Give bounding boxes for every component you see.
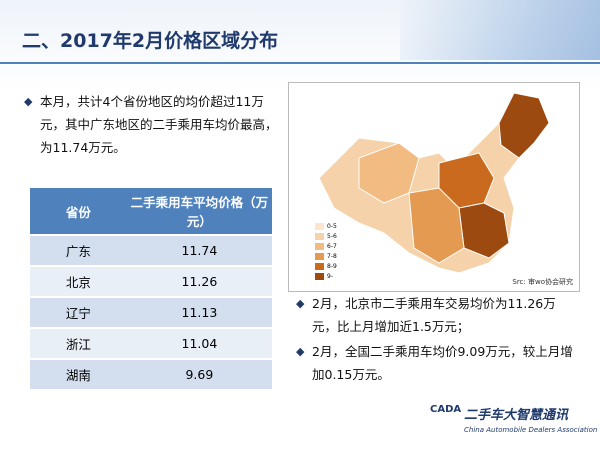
table-cell: 11.74 <box>126 234 272 266</box>
map-drawing <box>318 92 550 274</box>
title-rule <box>0 62 600 64</box>
price-table: 省份 二手乘用车平均价格（万元） 广东 11.74 北京 11.26 辽宁 11.13 浙江 1… <box>30 188 272 389</box>
intro-text: 本月，共计4个省份地区的均价超过11万元，其中广东地区的二手乘用车均价最高，为1… <box>24 90 280 159</box>
title: 二、2017年2月价格区域分布 <box>22 30 279 52</box>
legend-label: 6-7 <box>327 243 337 250</box>
table-cell: 浙江 <box>30 327 127 359</box>
legend-swatch <box>315 223 324 230</box>
table-header: 二手乘用车平均价格（万元） <box>126 188 272 235</box>
legend-swatch <box>315 273 324 280</box>
legend-swatch <box>315 233 324 240</box>
legend-label: 9- <box>327 273 333 280</box>
legend-label: 0-5 <box>327 223 337 230</box>
map: Src: 审wo协会研究 0-5 5-6 6-7 7-8 8-9 9- <box>288 82 580 292</box>
table-row: 浙江 11.04 <box>30 327 272 359</box>
logo-english: China Automobile Dealers Association <box>464 426 598 434</box>
note: 2月，全国二手乘用车均价9.09万元，较上月增加0.15万元。 <box>296 340 574 386</box>
table-cell: 11.04 <box>126 327 272 359</box>
table-header: 省份 <box>30 188 127 235</box>
legend-swatch <box>315 243 324 250</box>
table-cell: 北京 <box>30 265 127 297</box>
table-cell: 辽宁 <box>30 296 127 328</box>
legend-label: 5-6 <box>327 233 337 240</box>
table-row: 辽宁 11.13 <box>30 296 272 328</box>
table-row: 北京 11.26 <box>30 265 272 297</box>
table-cell: 11.13 <box>126 296 272 328</box>
table-row: 湖南 9.69 <box>30 358 272 389</box>
table-cell: 9.69 <box>126 358 272 389</box>
logo: CADA 二手车大智慧通讯 China Automobile Dealers A… <box>430 402 600 448</box>
legend-label: 7-8 <box>327 253 337 260</box>
note: 2月，北京市二手乘用车交易均价为11.26万元，比上月增加近1.5万元； <box>296 292 574 338</box>
logo-abbr: CADA <box>430 404 462 415</box>
table-cell: 广东 <box>30 234 127 266</box>
map-source: Src: 审wo协会研究 <box>512 278 573 286</box>
legend-label: 8-9 <box>327 263 337 270</box>
logo-name: 二手车大智慧通讯 <box>464 408 569 423</box>
table-cell: 11.26 <box>126 265 272 297</box>
table-cell: 湖南 <box>30 358 127 389</box>
table-row: 广东 11.74 <box>30 234 272 266</box>
decoration <box>400 0 600 60</box>
legend-swatch <box>315 253 324 260</box>
legend-swatch <box>315 263 324 270</box>
